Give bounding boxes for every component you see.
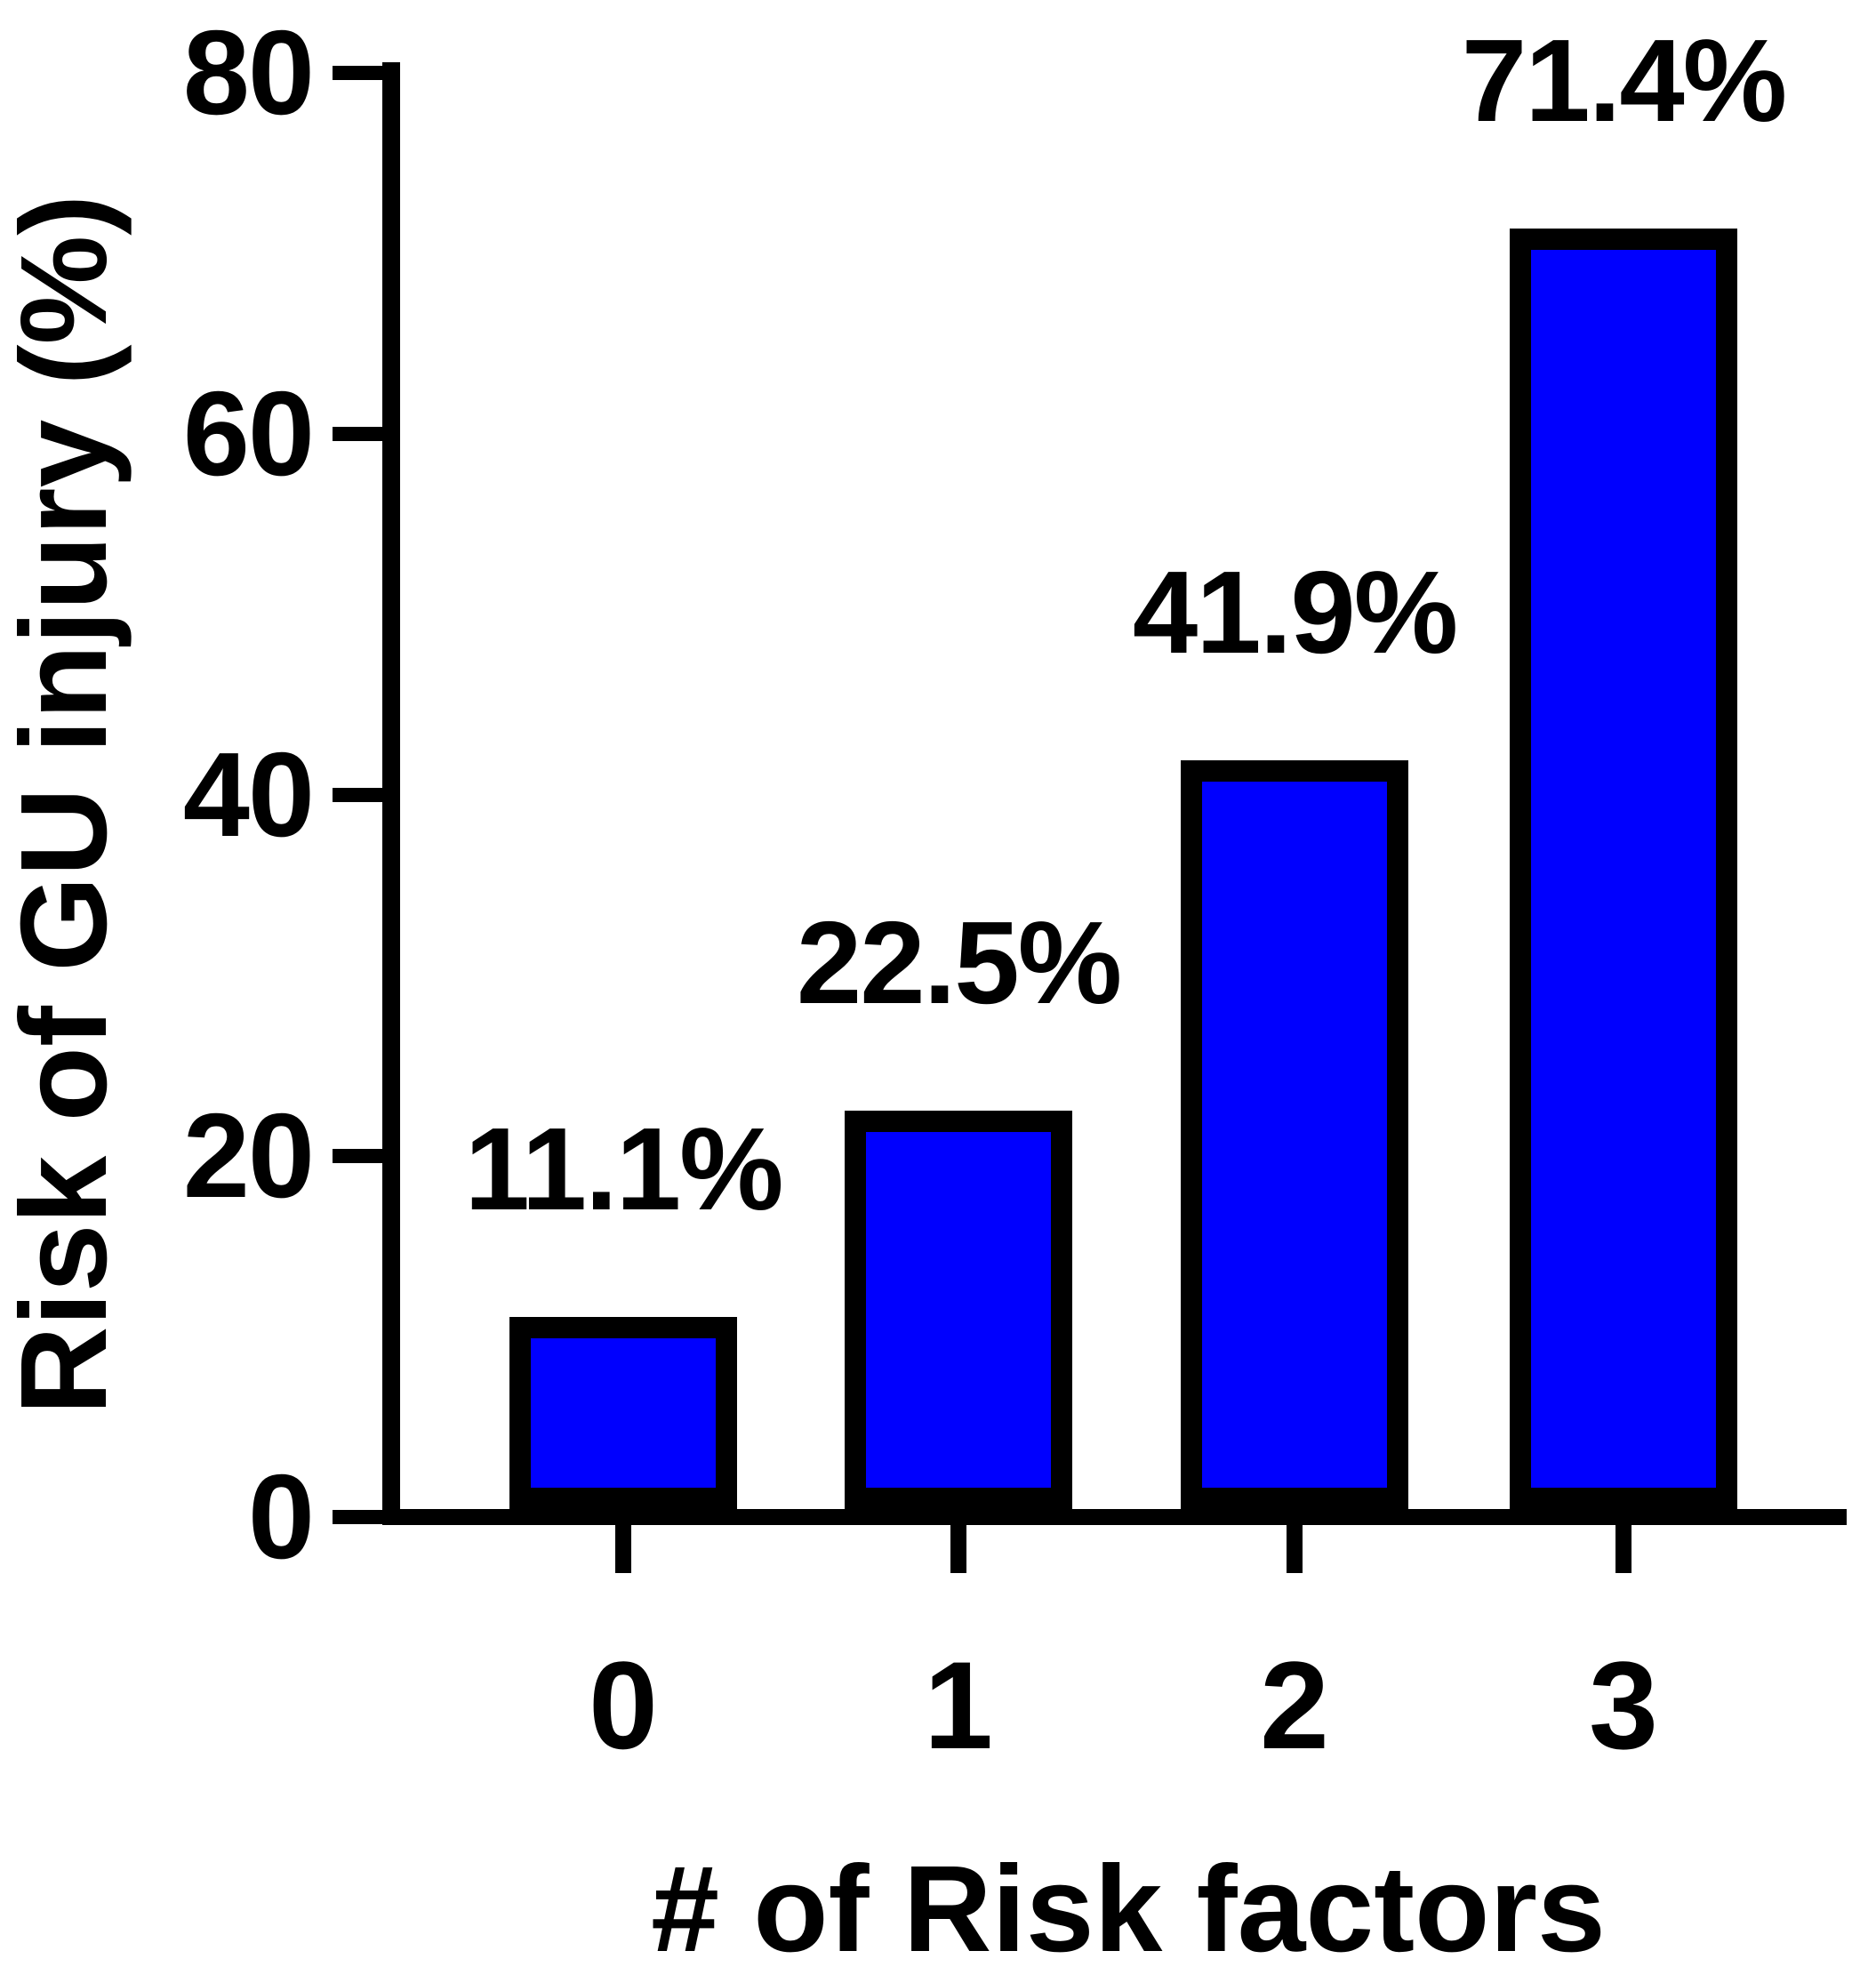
y-tick-label: 80 xyxy=(182,5,315,140)
x-tick-label: 3 xyxy=(1589,1635,1658,1775)
bar xyxy=(1510,228,1737,1509)
y-tick-label: 40 xyxy=(182,727,315,862)
y-tick xyxy=(333,66,382,80)
x-tick xyxy=(615,1525,631,1573)
x-axis-title: # of Risk factors xyxy=(651,1841,1606,1978)
bar-value-label: 41.9% xyxy=(1132,547,1458,678)
x-tick xyxy=(950,1525,966,1573)
x-tick-label: 2 xyxy=(1260,1635,1329,1775)
bar xyxy=(509,1316,737,1509)
y-tick xyxy=(333,1149,382,1163)
x-tick xyxy=(1615,1525,1631,1573)
y-tick-label: 60 xyxy=(182,366,315,501)
x-axis-line xyxy=(382,1509,1847,1525)
bar-value-label: 11.1% xyxy=(464,1103,784,1234)
y-axis-line xyxy=(382,62,400,1525)
x-tick xyxy=(1287,1525,1303,1573)
y-tick xyxy=(333,1510,382,1524)
y-tick-label: 20 xyxy=(182,1088,315,1223)
y-tick xyxy=(333,427,382,441)
y-tick xyxy=(333,788,382,802)
y-tick-label: 0 xyxy=(247,1449,315,1584)
bar-value-label: 22.5% xyxy=(796,897,1122,1029)
x-tick-label: 0 xyxy=(589,1635,658,1775)
bar xyxy=(845,1111,1072,1509)
bar xyxy=(1181,760,1408,1509)
x-tick-label: 1 xyxy=(924,1635,993,1775)
bar-value-label: 71.4% xyxy=(1461,14,1787,146)
